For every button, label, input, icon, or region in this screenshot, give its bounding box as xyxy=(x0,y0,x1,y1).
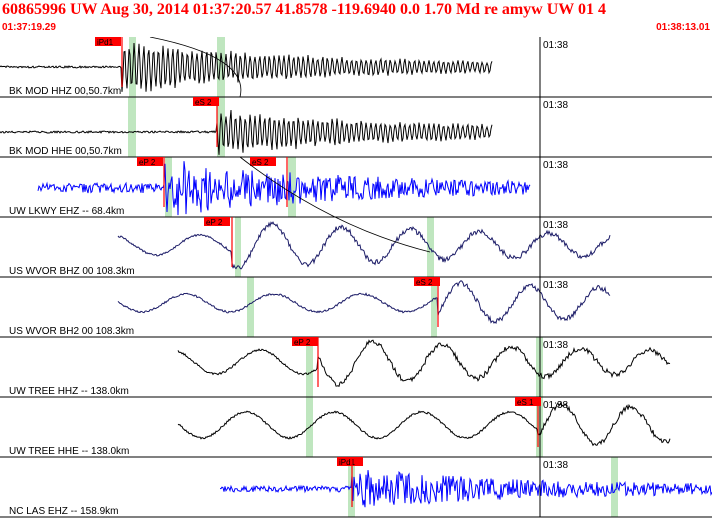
pick-label-4-1: eP 2 xyxy=(206,218,223,227)
window-5-2 xyxy=(431,277,437,337)
time-tick-label-1: 01:38 xyxy=(543,40,568,51)
pick-flag-3-1[interactable] xyxy=(137,157,163,166)
station-label-2: BK MOD HHE 00,50.7km xyxy=(9,146,122,157)
seismogram-panel: 01:38 iPd1 BK MOD HHZ 00,50.7km 01:38 eS 2 BK… xyxy=(0,37,712,518)
time-tick-label-8: 01:38 xyxy=(543,460,568,471)
pick-label-7-1: eS 1 xyxy=(517,398,534,407)
window-3-2 xyxy=(288,157,296,217)
overlay-layer: 01:38 iPd1 BK MOD HHZ 00,50.7km 01:38 eS 2 BK… xyxy=(0,37,712,518)
pick-label-5-1: eS 2 xyxy=(416,278,433,287)
pick-flag-2-1[interactable] xyxy=(193,97,219,106)
station-label-6: UW TREE HHZ -- 138.0km xyxy=(9,386,129,397)
window-1-2 xyxy=(217,37,225,97)
start-time-label: 01:37:19.29 xyxy=(2,22,56,33)
record-header: 60865996 UW Aug 30, 2014 01:37:20.57 41.… xyxy=(0,0,712,37)
trace-8 xyxy=(220,470,712,508)
station-label-8: NC LAS EHZ -- 158.9km xyxy=(9,506,118,517)
pick-label-3-2: eS 2 xyxy=(252,158,269,167)
window-8-2 xyxy=(611,457,618,517)
trace-2 xyxy=(0,109,493,155)
pick-flag-7-1[interactable] xyxy=(515,397,541,406)
window-2-1 xyxy=(128,97,136,157)
pick-label-2-1: eS 2 xyxy=(195,98,212,107)
time-tick-label-3: 01:38 xyxy=(543,160,568,171)
window-2-2 xyxy=(217,97,225,157)
station-label-3: UW LKWY EHZ -- 68.4km xyxy=(9,206,124,217)
time-tick-label-5: 01:38 xyxy=(543,280,568,291)
pick-flag-1-1[interactable] xyxy=(95,37,121,46)
window-6-1 xyxy=(306,337,313,397)
end-time-label: 01:38:13.01 xyxy=(656,22,710,33)
pick-label-8-1: iPd1 xyxy=(339,458,356,467)
station-label-7: UW TREE HHE -- 138.0km xyxy=(9,446,129,457)
pick-label-3-1: eP 2 xyxy=(139,158,156,167)
trace-5 xyxy=(117,280,611,325)
window-4-1 xyxy=(235,217,241,277)
pick-flag-6-1[interactable] xyxy=(292,337,318,346)
window-4-2 xyxy=(427,217,434,277)
trace-6 xyxy=(177,339,671,388)
pick-flag-5-1[interactable] xyxy=(414,277,440,286)
pick-flag-3-2[interactable] xyxy=(250,157,276,166)
trace-7 xyxy=(177,401,671,447)
time-tick-label-2: 01:38 xyxy=(543,100,568,111)
station-label-1: BK MOD HHZ 00,50.7km xyxy=(9,86,121,97)
travel-time-curve xyxy=(149,37,431,253)
pick-label-6-1: eP 2 xyxy=(294,338,311,347)
trace-1 xyxy=(0,42,493,92)
time-tick-label-6: 01:38 xyxy=(543,340,568,351)
time-tick-label-4: 01:38 xyxy=(543,220,568,231)
event-title: 60865996 UW Aug 30, 2014 01:37:20.57 41.… xyxy=(2,1,606,18)
window-5-1 xyxy=(247,277,254,337)
trace-layer xyxy=(0,42,712,508)
trace-3 xyxy=(37,161,531,216)
time-tick-label-7: 01:38 xyxy=(543,400,568,411)
pick-flag-4-1[interactable] xyxy=(204,217,230,226)
station-label-4: US WVOR BHZ 00 108.3km xyxy=(9,266,135,277)
pick-flag-8-1[interactable] xyxy=(337,457,363,466)
station-label-5: US WVOR BH2 00 108.3km xyxy=(9,326,134,337)
pick-label-1-1: iPd1 xyxy=(97,38,114,47)
trace-4 xyxy=(117,221,611,270)
